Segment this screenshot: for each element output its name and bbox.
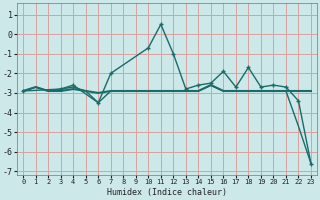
- X-axis label: Humidex (Indice chaleur): Humidex (Indice chaleur): [107, 188, 227, 197]
